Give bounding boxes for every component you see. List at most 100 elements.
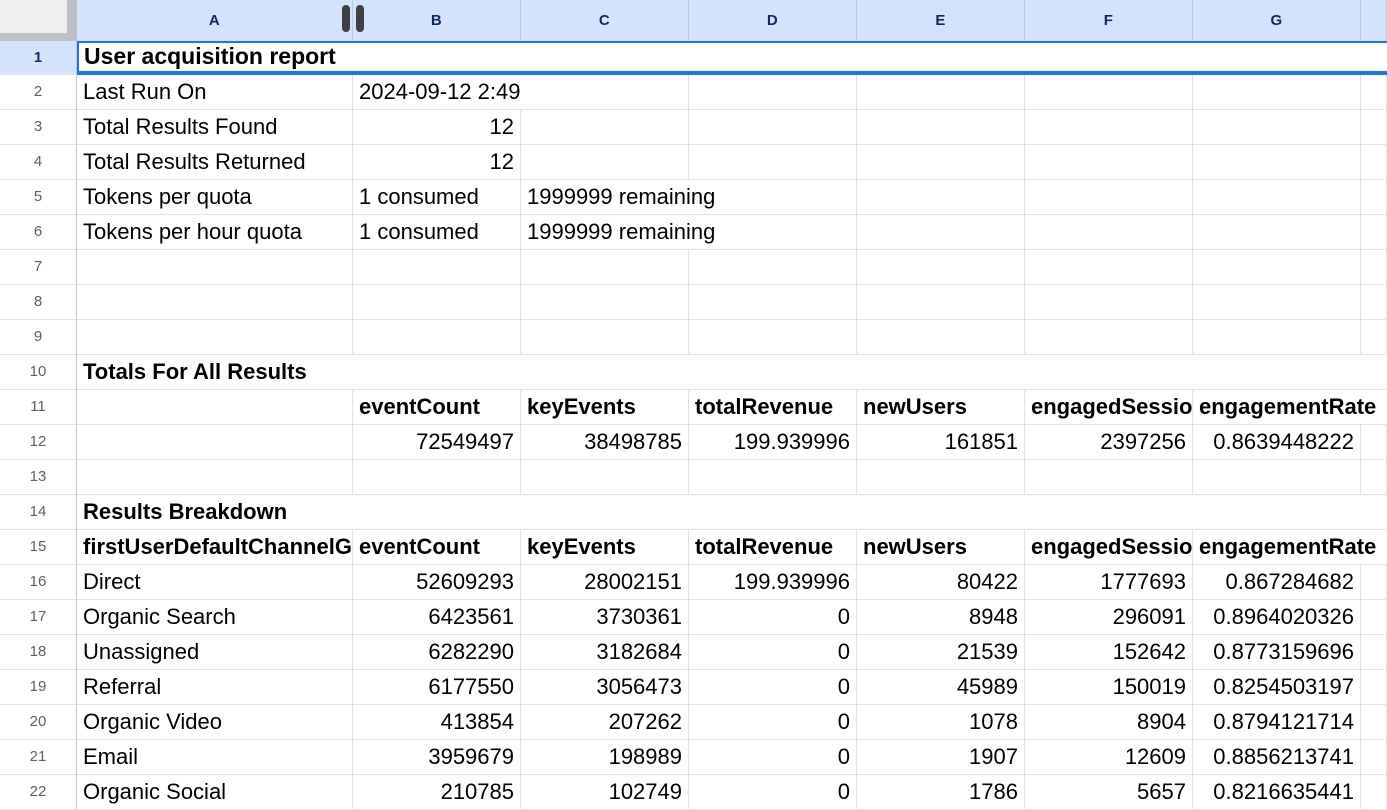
cell-H2[interactable]: [1361, 75, 1387, 110]
cell-D21[interactable]: 0: [689, 740, 857, 775]
cell-C17[interactable]: 3730361: [521, 600, 689, 635]
cell-G6[interactable]: [1193, 215, 1361, 250]
cell-E16[interactable]: 80422: [857, 565, 1025, 600]
cell-F19[interactable]: 150019: [1025, 670, 1193, 705]
cell-H4[interactable]: [1361, 145, 1387, 180]
cell-A4[interactable]: Total Results Returned: [77, 145, 353, 180]
cell-G12[interactable]: 0.8639448222: [1193, 425, 1361, 460]
cell-E19[interactable]: 45989: [857, 670, 1025, 705]
cell-F22[interactable]: 5657: [1025, 775, 1193, 810]
row-header-8[interactable]: 8: [0, 285, 77, 320]
column-header-A[interactable]: A: [77, 0, 353, 41]
row-header-21[interactable]: 21: [0, 740, 77, 775]
cell-F3[interactable]: [1025, 110, 1193, 145]
cell-B19[interactable]: 6177550: [353, 670, 521, 705]
cell-E11[interactable]: newUsers: [857, 390, 1025, 425]
cell-B8[interactable]: [353, 285, 521, 320]
cell-D12[interactable]: 199.939996: [689, 425, 857, 460]
cell-E8[interactable]: [857, 285, 1025, 320]
cell-G11[interactable]: engagementRate: [1193, 390, 1387, 425]
cell-E6[interactable]: [857, 215, 1025, 250]
row-header-19[interactable]: 19: [0, 670, 77, 705]
cell-B4[interactable]: 12: [353, 145, 521, 180]
column-header-E[interactable]: E: [857, 0, 1025, 41]
cell-A21[interactable]: Email: [77, 740, 353, 775]
cell-G3[interactable]: [1193, 110, 1361, 145]
cell-E17[interactable]: 8948: [857, 600, 1025, 635]
cell-C7[interactable]: [521, 250, 689, 285]
cell-G13[interactable]: [1193, 460, 1361, 495]
cell-E7[interactable]: [857, 250, 1025, 285]
cell-D3[interactable]: [689, 110, 857, 145]
cell-F2[interactable]: [1025, 75, 1193, 110]
cell-D11[interactable]: totalRevenue: [689, 390, 857, 425]
cell-A11[interactable]: [77, 390, 353, 425]
cell-C18[interactable]: 3182684: [521, 635, 689, 670]
cell-G16[interactable]: 0.867284682: [1193, 565, 1361, 600]
cell-A2[interactable]: Last Run On: [77, 75, 353, 110]
column-resize-handle[interactable]: [342, 5, 364, 33]
cell-F4[interactable]: [1025, 145, 1193, 180]
cell-B16[interactable]: 52609293: [353, 565, 521, 600]
cell-D22[interactable]: 0: [689, 775, 857, 810]
cell-D7[interactable]: [689, 250, 857, 285]
cell-E13[interactable]: [857, 460, 1025, 495]
row-header-12[interactable]: 12: [0, 425, 77, 460]
cell-G22[interactable]: 0.8216635441: [1193, 775, 1361, 810]
cell-D9[interactable]: [689, 320, 857, 355]
cell-F9[interactable]: [1025, 320, 1193, 355]
column-header-G[interactable]: G: [1193, 0, 1361, 41]
cell-A18[interactable]: Unassigned: [77, 635, 353, 670]
cell-A20[interactable]: Organic Video: [77, 705, 353, 740]
cell-F20[interactable]: 8904: [1025, 705, 1193, 740]
row-header-20[interactable]: 20: [0, 705, 77, 740]
cell-G17[interactable]: 0.8964020326: [1193, 600, 1361, 635]
cell-A19[interactable]: Referral: [77, 670, 353, 705]
cell-C15[interactable]: keyEvents: [521, 530, 689, 565]
cell-A5[interactable]: Tokens per quota: [77, 180, 353, 215]
cell-F12[interactable]: 2397256: [1025, 425, 1193, 460]
column-header-F[interactable]: F: [1025, 0, 1193, 41]
cell-C19[interactable]: 3056473: [521, 670, 689, 705]
cell-F16[interactable]: 1777693: [1025, 565, 1193, 600]
cell-A10[interactable]: Totals For All Results: [77, 355, 1387, 390]
cell-B9[interactable]: [353, 320, 521, 355]
cell-F7[interactable]: [1025, 250, 1193, 285]
cell-A3[interactable]: Total Results Found: [77, 110, 353, 145]
cell-A13[interactable]: [77, 460, 353, 495]
cell-B7[interactable]: [353, 250, 521, 285]
cell-B15[interactable]: eventCount: [353, 530, 521, 565]
cell-E2[interactable]: [857, 75, 1025, 110]
cell-G9[interactable]: [1193, 320, 1361, 355]
cell-A1-selected-row[interactable]: User acquisition report: [77, 41, 1387, 75]
cell-G21[interactable]: 0.8856213741: [1193, 740, 1361, 775]
row-header-5[interactable]: 5: [0, 180, 77, 215]
cell-E15[interactable]: newUsers: [857, 530, 1025, 565]
cell-F15[interactable]: engagedSessio: [1025, 530, 1193, 565]
row-header-15[interactable]: 15: [0, 530, 77, 565]
cell-E21[interactable]: 1907: [857, 740, 1025, 775]
cell-E5[interactable]: [857, 180, 1025, 215]
cell-A9[interactable]: [77, 320, 353, 355]
cell-B20[interactable]: 413854: [353, 705, 521, 740]
cell-F6[interactable]: [1025, 215, 1193, 250]
cell-E9[interactable]: [857, 320, 1025, 355]
cell-B5[interactable]: 1 consumed: [353, 180, 521, 215]
cell-D17[interactable]: 0: [689, 600, 857, 635]
cell-F17[interactable]: 296091: [1025, 600, 1193, 635]
cell-C21[interactable]: 198989: [521, 740, 689, 775]
cell-G7[interactable]: [1193, 250, 1361, 285]
cell-B17[interactable]: 6423561: [353, 600, 521, 635]
cell-B22[interactable]: 210785: [353, 775, 521, 810]
cell-D15[interactable]: totalRevenue: [689, 530, 857, 565]
cell-D4[interactable]: [689, 145, 857, 180]
cell-H12[interactable]: [1361, 425, 1387, 460]
select-all-corner[interactable]: [0, 0, 77, 41]
row-header-16[interactable]: 16: [0, 565, 77, 600]
row-header-22[interactable]: 22: [0, 775, 77, 810]
cell-C20[interactable]: 207262: [521, 705, 689, 740]
cell-G18[interactable]: 0.8773159696: [1193, 635, 1361, 670]
row-header-1[interactable]: 1: [0, 41, 77, 75]
cell-H19[interactable]: [1361, 670, 1387, 705]
cell-B13[interactable]: [353, 460, 521, 495]
